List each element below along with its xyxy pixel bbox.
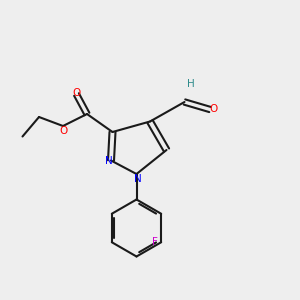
Text: F: F [152, 237, 158, 247]
Text: N: N [134, 174, 142, 184]
Text: O: O [72, 88, 81, 98]
Text: O: O [209, 104, 217, 115]
Text: N: N [105, 155, 112, 166]
Text: H: H [187, 79, 194, 89]
Text: O: O [59, 126, 67, 136]
